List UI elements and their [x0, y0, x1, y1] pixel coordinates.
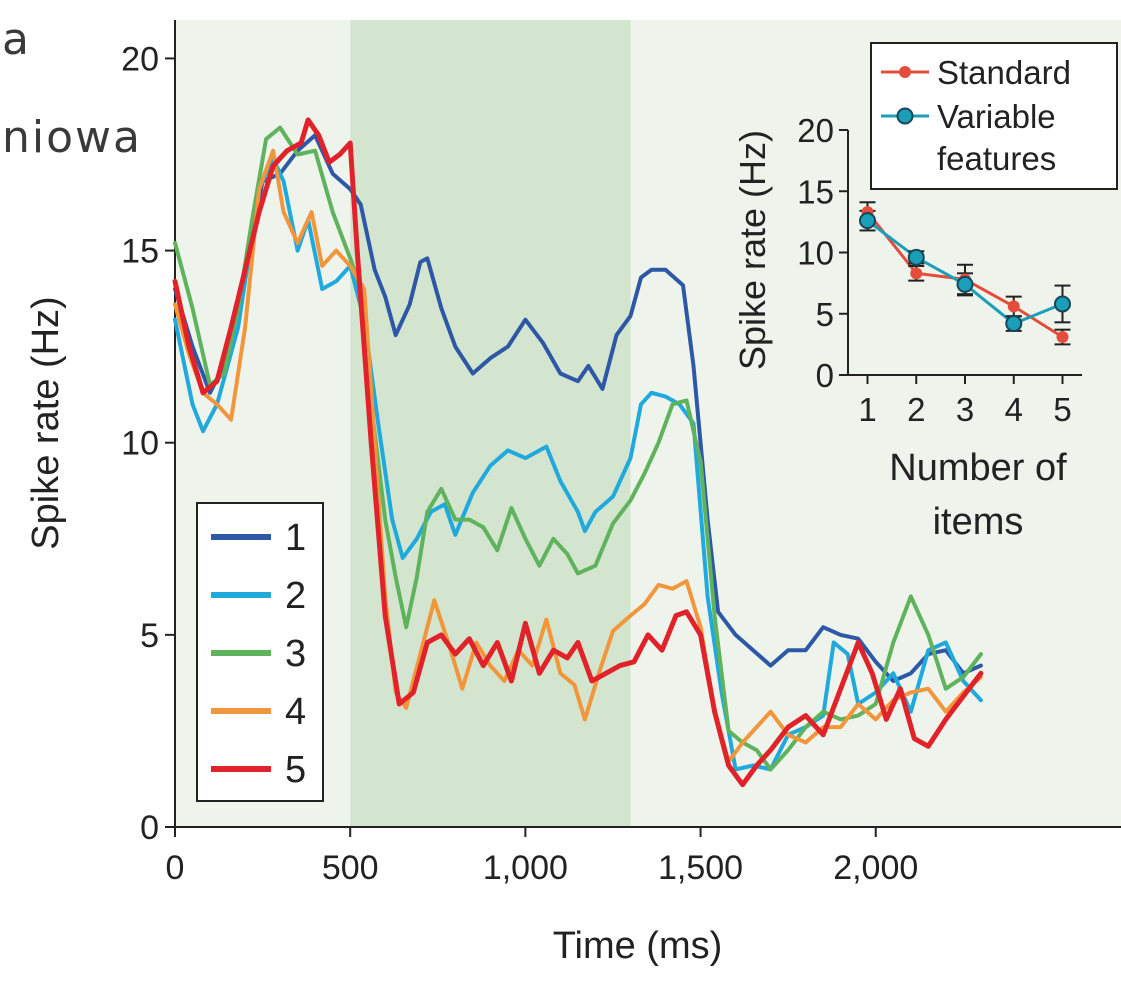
inset-y-tick-label: 10: [797, 235, 834, 272]
inset-point-standard: [1007, 300, 1020, 313]
inset-point-variable: [956, 275, 974, 293]
legend-label-5: 5: [285, 749, 306, 791]
series-line-5: [172, 117, 984, 788]
inset-y-tick-label: 20: [797, 112, 834, 149]
y-tick-label: 20: [121, 40, 159, 78]
inset-x-axis-label-line2: items: [933, 501, 1024, 543]
x-tick-label: 2,000: [833, 849, 918, 887]
inset-x-tick-label: 2: [907, 391, 925, 428]
inset-legend-label-variable-line2: features: [937, 140, 1056, 177]
x-tick-label: 1,000: [483, 849, 568, 887]
series-line-4: [173, 148, 983, 764]
inset-point-variable: [1005, 315, 1023, 333]
inset-legend-label-standard: Standard: [937, 54, 1071, 91]
y-tick-label: 0: [140, 809, 159, 847]
legend-label-3: 3: [285, 633, 306, 675]
legend-label-1: 1: [285, 517, 306, 559]
series-line-3: [173, 125, 983, 772]
inset-y-axis-label: Spike rate (Hz): [732, 130, 773, 370]
inset-x-tick-label: 1: [858, 391, 876, 428]
page-fragment-line2: niowa: [2, 112, 142, 163]
inset-x-tick-label: 5: [1053, 391, 1071, 428]
y-tick-label: 5: [140, 617, 159, 655]
y-tick-label: 15: [121, 233, 159, 271]
page-fragment-line1: a: [2, 14, 31, 65]
x-axis-label: Time (ms): [553, 925, 723, 967]
inset-y-tick-label: 0: [816, 357, 834, 394]
inset-x-tick-label: 4: [1005, 391, 1023, 428]
x-tick-label: 500: [322, 849, 379, 887]
inset-point-variable: [859, 212, 876, 230]
x-tick-label: 1,500: [658, 849, 743, 887]
inset-x-axis-label-line1: Number of: [889, 447, 1067, 489]
inset-point-variable: [907, 248, 925, 266]
inset-legend-label-variable-line1: Variable: [937, 98, 1056, 135]
legend-label-4: 4: [285, 691, 306, 733]
inset-legend-marker-variable: [896, 107, 914, 125]
inset-y-tick-label: 5: [816, 296, 834, 333]
inset-point-variable: [1054, 295, 1071, 313]
inset-point-standard: [910, 267, 923, 280]
x-tick-label: 0: [166, 849, 185, 887]
inset-y-tick-label: 15: [797, 173, 834, 210]
legend-label-2: 2: [285, 575, 306, 617]
inset-x-tick-label: 3: [956, 391, 974, 428]
y-tick-label: 10: [121, 425, 159, 463]
y-axis-label: Spike rate (Hz): [25, 296, 67, 549]
inset-point-standard: [1056, 331, 1069, 344]
inset-legend-marker-standard: [899, 66, 911, 78]
